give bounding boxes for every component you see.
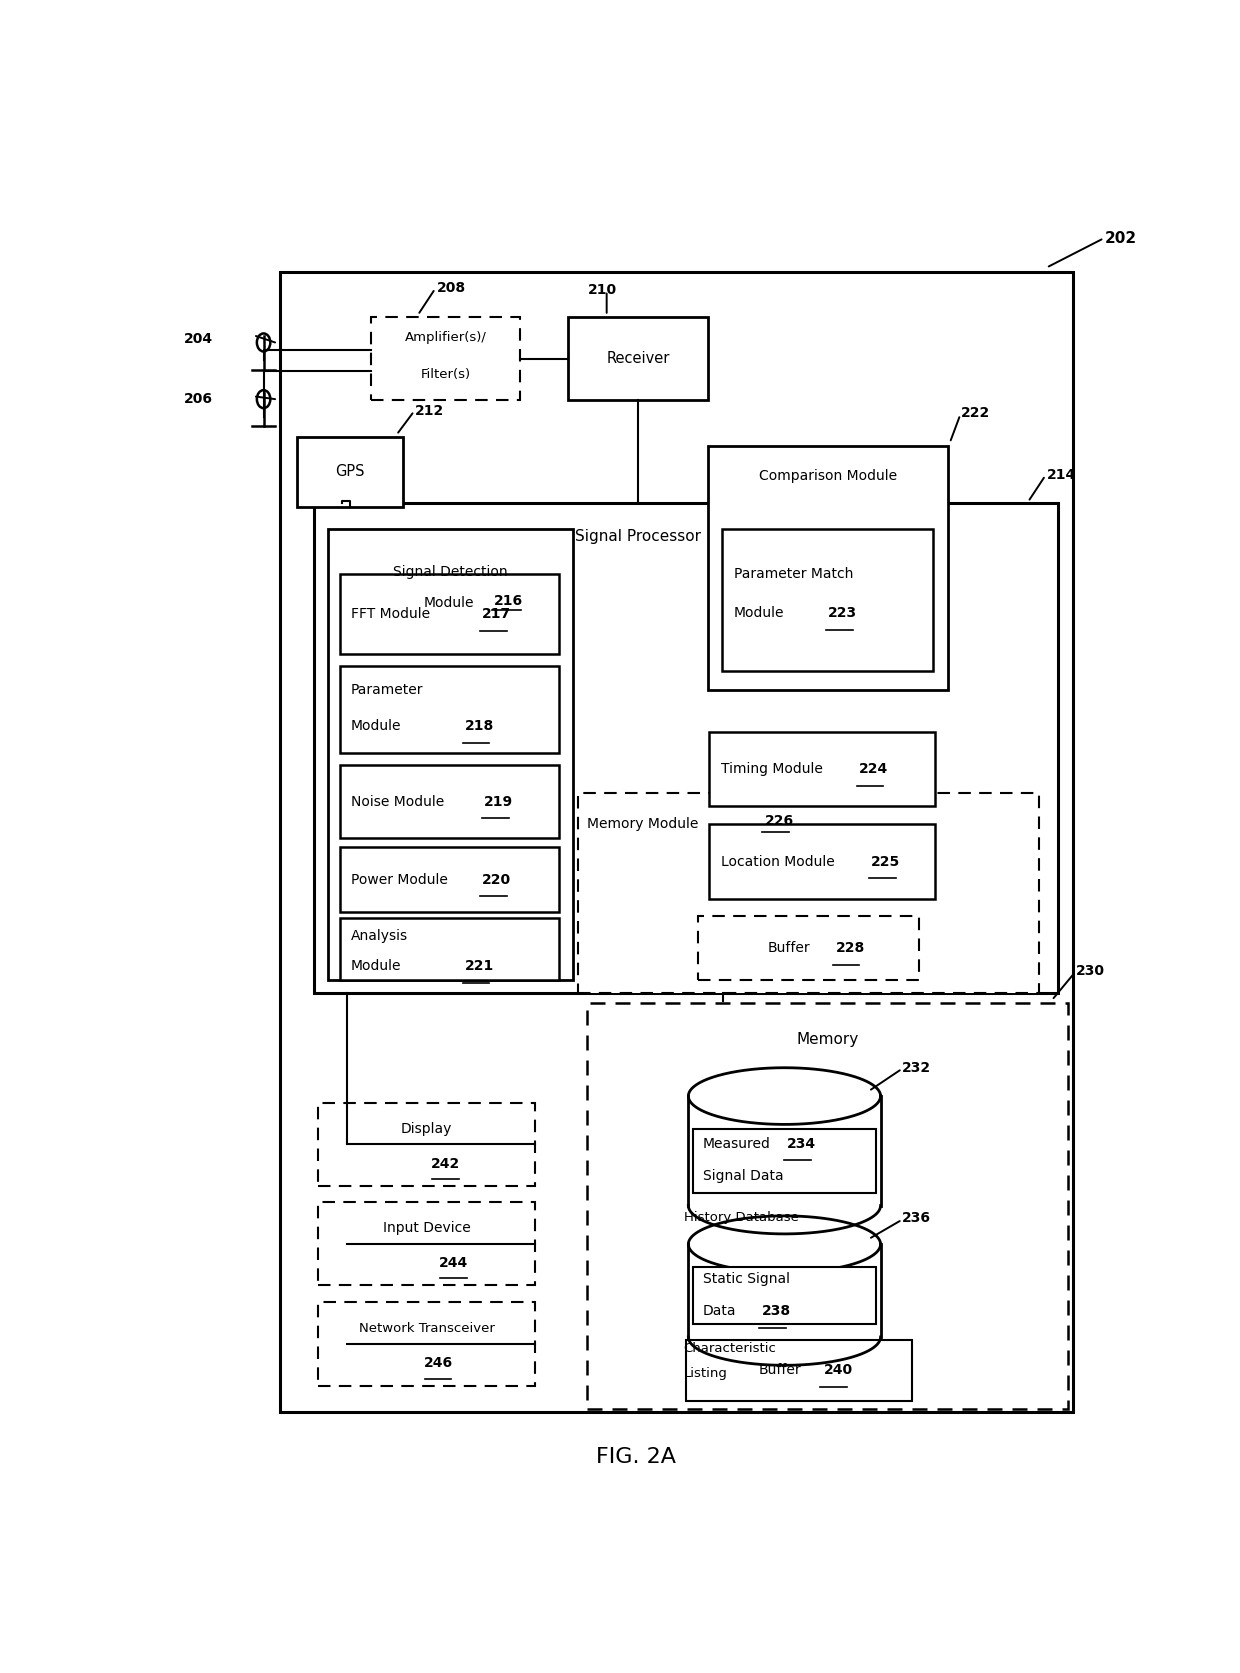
Text: Input Device: Input Device	[383, 1221, 470, 1235]
Text: 218: 218	[465, 719, 494, 733]
Text: FFT Module: FFT Module	[351, 607, 430, 621]
Text: GPS: GPS	[335, 465, 365, 480]
Bar	[319, 1201, 534, 1285]
Text: 242: 242	[432, 1156, 460, 1171]
Text: Data: Data	[703, 1303, 737, 1318]
Text: Signal Processor: Signal Processor	[575, 529, 701, 544]
Text: 224: 224	[858, 761, 888, 776]
Text: 236: 236	[901, 1211, 931, 1225]
Text: Network Transceiver: Network Transceiver	[358, 1322, 495, 1335]
Text: 208: 208	[436, 281, 466, 296]
Text: 232: 232	[901, 1061, 931, 1074]
Text: Characteristic: Characteristic	[683, 1342, 776, 1355]
Text: 221: 221	[465, 959, 494, 974]
Text: FIG. 2A: FIG. 2A	[595, 1447, 676, 1467]
Bar	[319, 1103, 534, 1186]
Bar	[327, 529, 573, 980]
Text: 219: 219	[484, 795, 513, 808]
Bar	[698, 915, 919, 980]
Text: 204: 204	[184, 331, 213, 346]
Bar	[298, 437, 403, 507]
Text: Listing: Listing	[683, 1367, 728, 1380]
Text: 223: 223	[828, 606, 857, 621]
Bar	[693, 1129, 875, 1193]
Bar	[722, 529, 934, 671]
Bar	[709, 825, 935, 898]
Bar	[568, 316, 708, 400]
Bar	[340, 666, 558, 753]
Text: Display: Display	[401, 1123, 453, 1136]
Bar	[688, 1096, 880, 1206]
Bar	[371, 316, 521, 400]
Text: 238: 238	[763, 1303, 791, 1318]
Text: 210: 210	[588, 283, 616, 296]
Bar	[314, 504, 1058, 994]
Text: 220: 220	[481, 873, 511, 887]
Text: Memory Module: Memory Module	[588, 816, 699, 830]
Text: 202: 202	[1105, 231, 1137, 246]
Text: 244: 244	[439, 1256, 467, 1270]
Bar	[693, 1266, 875, 1323]
Bar	[319, 1302, 534, 1385]
Text: Amplifier(s)/: Amplifier(s)/	[404, 331, 486, 345]
Text: Module: Module	[424, 596, 474, 611]
Text: 234: 234	[787, 1138, 816, 1151]
Bar	[280, 271, 1073, 1412]
Bar	[708, 445, 947, 691]
Bar	[688, 1245, 880, 1337]
Bar	[340, 765, 558, 838]
Text: 230: 230	[1075, 964, 1105, 979]
Text: Signal Data: Signal Data	[703, 1169, 784, 1183]
Text: Timing Module: Timing Module	[720, 761, 823, 776]
Bar	[340, 574, 558, 654]
Text: Filter(s): Filter(s)	[420, 368, 471, 380]
Text: Noise Module: Noise Module	[351, 795, 444, 808]
Text: Module: Module	[351, 719, 402, 733]
Text: 225: 225	[870, 855, 900, 868]
Text: Module: Module	[734, 606, 784, 621]
Bar	[340, 848, 558, 912]
Text: Parameter: Parameter	[351, 683, 424, 698]
Text: 240: 240	[823, 1363, 853, 1377]
Text: 217: 217	[481, 607, 511, 621]
Text: Memory: Memory	[796, 1032, 859, 1047]
Text: 206: 206	[184, 391, 213, 407]
Text: Analysis: Analysis	[351, 929, 408, 944]
Text: Module: Module	[351, 959, 402, 974]
Text: Signal Detection: Signal Detection	[393, 565, 508, 579]
Text: Parameter Match: Parameter Match	[734, 567, 853, 581]
Text: Buffer: Buffer	[768, 940, 811, 955]
Text: Measured: Measured	[703, 1138, 770, 1151]
Bar	[687, 1340, 913, 1402]
Text: Power Module: Power Module	[351, 873, 448, 887]
Bar	[340, 918, 558, 980]
Text: Comparison Module: Comparison Module	[759, 468, 897, 483]
Text: 214: 214	[1047, 468, 1076, 482]
Text: 212: 212	[414, 403, 444, 418]
Text: 228: 228	[836, 940, 864, 955]
Text: Receiver: Receiver	[606, 351, 670, 366]
Text: 222: 222	[961, 407, 991, 420]
Text: History Database: History Database	[683, 1211, 799, 1223]
Text: Location Module: Location Module	[720, 855, 835, 868]
Text: 226: 226	[765, 815, 795, 828]
Text: 216: 216	[494, 594, 523, 607]
Bar	[578, 793, 1039, 994]
Text: Static Signal: Static Signal	[703, 1271, 790, 1285]
Bar	[709, 731, 935, 806]
Text: Buffer: Buffer	[759, 1363, 801, 1377]
Bar	[588, 1004, 1068, 1409]
Text: 246: 246	[423, 1357, 453, 1370]
